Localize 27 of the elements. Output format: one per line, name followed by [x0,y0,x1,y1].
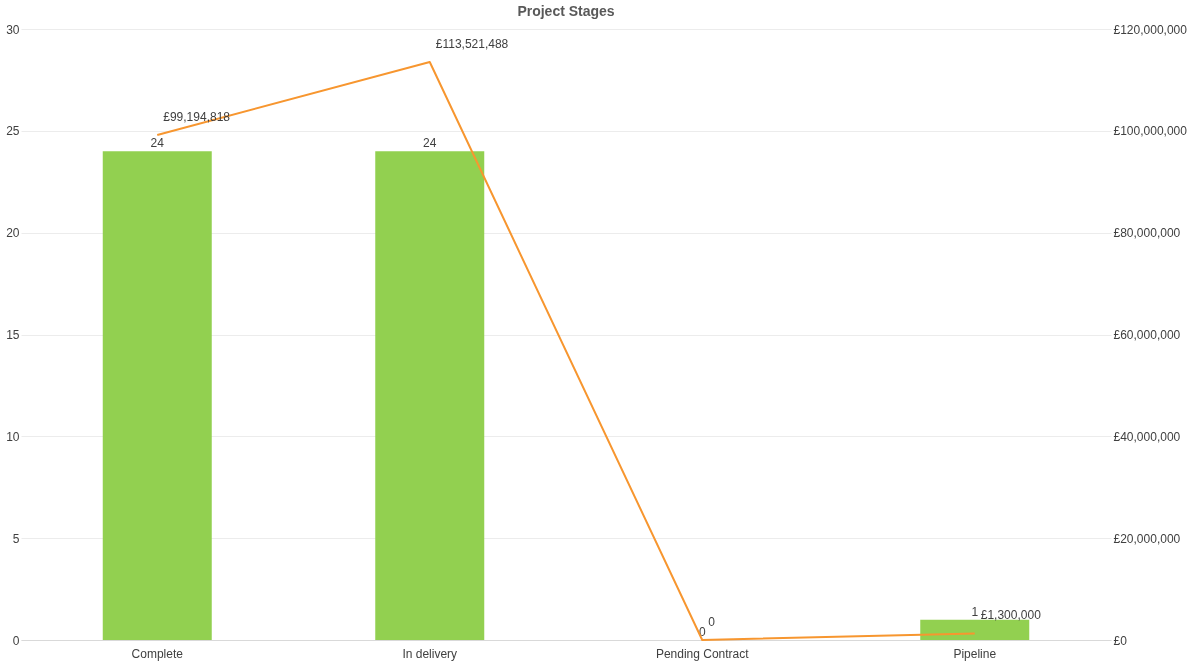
chart-title: Project Stages [517,3,615,19]
data-label: £99,194,818 [163,109,231,124]
y-tick-label: 20 [6,226,20,241]
y-tick-label: 5 [12,531,20,546]
x-tick-label: Complete [131,646,184,661]
y2-tick-label: £40,000,000 [1113,429,1181,444]
data-label: £113,521,488 [435,36,509,51]
y2-tick-label: £20,000,000 [1113,531,1181,546]
x-tick-label: In delivery [402,646,458,661]
x-tick-label: Pending Contract [655,646,750,661]
y-tick-label: 10 [6,429,20,444]
y2-tick-label: £120,000,000 [1113,22,1188,37]
y2-tick-label: £100,000,000 [1113,124,1188,139]
y2-tick-label: £80,000,000 [1113,226,1181,241]
data-label: 0 [708,615,716,629]
y-tick-label: 30 [6,22,20,37]
data-label: 24 [423,136,437,151]
data-label: £1,300,000 [980,608,1042,623]
data-label: 0 [698,625,706,639]
y-tick-label: 25 [6,124,20,139]
y-tick-label: 15 [6,328,20,342]
data-label: 24 [150,136,165,151]
x-tick-label: Pipeline [953,646,997,661]
y2-tick-label: £60,000,000 [1113,328,1181,342]
y2-tick-label: £0 [1113,633,1128,648]
y-tick-label: 0 [12,633,20,648]
data-label: 1 [971,604,979,619]
